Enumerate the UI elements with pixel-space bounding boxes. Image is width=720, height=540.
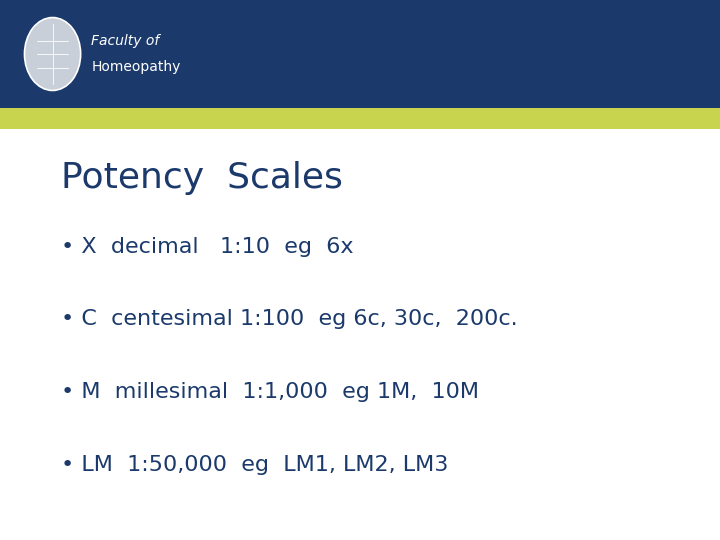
Text: • C  centesimal 1:100  eg 6c, 30c,  200c.: • C centesimal 1:100 eg 6c, 30c, 200c. [61, 309, 518, 329]
Text: Homeopathy: Homeopathy [91, 60, 181, 75]
Text: Potency  Scales: Potency Scales [61, 161, 343, 195]
Bar [0, 129, 720, 540]
Bar [0, 0, 720, 108]
Bar [0, 108, 720, 129]
Text: • M  millesimal  1:1,000  eg 1M,  10M: • M millesimal 1:1,000 eg 1M, 10M [61, 382, 480, 402]
Text: Faculty of: Faculty of [91, 33, 160, 48]
Text: • LM  1:50,000  eg  LM1, LM2, LM3: • LM 1:50,000 eg LM1, LM2, LM3 [61, 455, 449, 475]
Text: • X  decimal   1:10  eg  6x: • X decimal 1:10 eg 6x [61, 237, 354, 256]
Ellipse shape [24, 17, 81, 90]
